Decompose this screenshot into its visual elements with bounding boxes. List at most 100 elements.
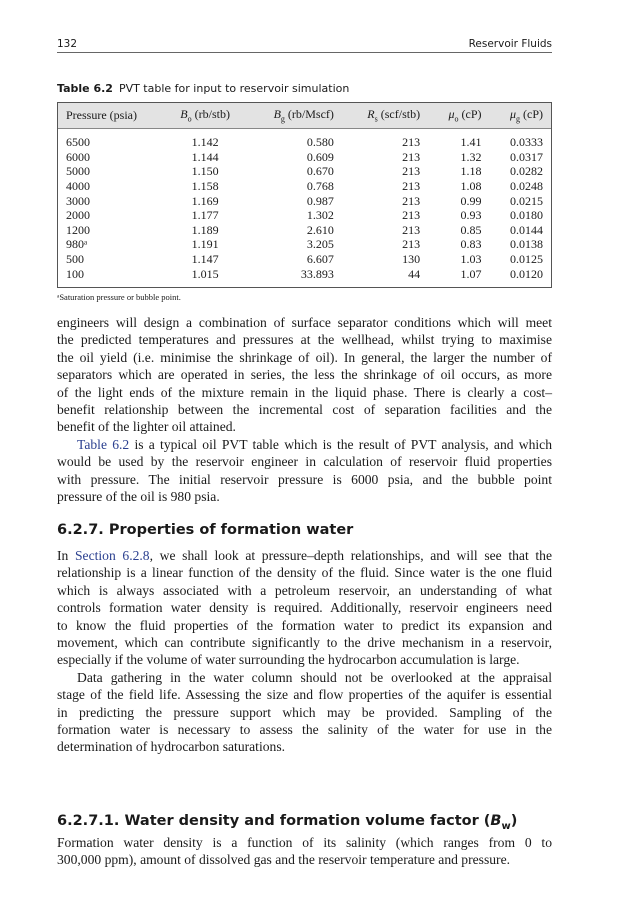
column-unit: (scf/stb)	[377, 107, 421, 122]
text-line: Formation water density is a function of…	[57, 834, 552, 851]
table-cell: 0.0138	[510, 237, 543, 252]
text-line: Data gathering in the water column shoul…	[57, 669, 552, 686]
heading-symbol: B	[490, 813, 502, 829]
table-cell: 0.0248	[510, 179, 543, 194]
line-text: Data gathering in the water column shoul…	[77, 669, 552, 685]
line-text: benefit of the lighter oil attained.	[57, 419, 236, 435]
column-header: Bg (rb/Mscf)	[246, 103, 342, 129]
table-cell: 33.893	[300, 266, 334, 281]
text-line: controls formation water density is requ…	[57, 599, 552, 616]
table-cell: 3.205	[306, 237, 334, 252]
table-cell: 213	[402, 193, 421, 208]
line-text: the predicted temperatures and pressures…	[57, 332, 552, 348]
table-cell: 1.015	[191, 266, 219, 281]
line-text: benefit relationship between the increme…	[57, 401, 552, 417]
table-cell: 130	[402, 252, 421, 267]
table-cell: 6500	[66, 135, 90, 150]
cross-reference-link[interactable]: Table 6.2	[77, 436, 130, 452]
table-cell: 0.580	[306, 135, 334, 150]
text-line: stage of the field life. Assessing the s…	[57, 686, 552, 703]
table-cell: 0.85	[460, 222, 482, 237]
text-line: In Section 6.2.8, we shall look at press…	[57, 547, 552, 564]
cross-reference-link[interactable]: Section 6.2.8	[74, 548, 150, 563]
table-cell: 0.0282	[510, 164, 543, 179]
table-cell: 1200	[66, 222, 90, 237]
table-cell: 0.609	[306, 149, 334, 164]
line-text: controls formation water density is requ…	[57, 600, 552, 616]
column-header: Rs (scf/stb)	[341, 103, 429, 129]
table-row: 100 1.015 33.893 44 1.07 0.0120	[58, 266, 551, 281]
text-line: the predicted temperatures and pressures…	[57, 331, 552, 348]
table-cell: 213	[402, 208, 421, 223]
table-label: Table 6.2	[57, 82, 113, 95]
table-cell: 1.147	[191, 252, 219, 267]
table-cell: 2.610	[306, 222, 334, 237]
table-cell: 1.41	[460, 135, 482, 150]
table-row: 980ᵃ 1.191 3.205 213 0.83 0.0138	[58, 237, 551, 252]
column-subscript: o	[454, 114, 459, 124]
table-row: 6000 1.144 0.609 213 1.32 0.0317	[58, 150, 551, 165]
column-unit: (rb/stb)	[191, 107, 230, 122]
column-header: μo (cP)	[428, 103, 490, 129]
column-symbol: μ	[448, 107, 455, 122]
table-header-row: Pressure (psia) Bo (rb/stb) Bg (rb/Mscf) Rs…	[58, 103, 551, 129]
paragraph: Data gathering in the water column shoul…	[57, 669, 552, 756]
text-line: engineers will design a combination of s…	[57, 314, 552, 331]
line-prefix: In	[57, 548, 75, 563]
table-cell: 1.142	[191, 135, 219, 150]
text-line: would be used by the reservoir engineer …	[57, 453, 552, 470]
column-symbol: Pressure (psia)	[66, 108, 137, 122]
heading-subscript: w	[501, 820, 511, 832]
table-cell: 0.987	[306, 193, 334, 208]
table-row: 1200 1.189 2.610 213 0.85 0.0144	[58, 223, 551, 238]
text-line: in predicting the pressure support which…	[57, 704, 552, 721]
table-cell: 500	[66, 252, 84, 267]
table-footnote: ᵃSaturation pressure or bubble point.	[57, 292, 181, 302]
table-cell: 0.0144	[510, 222, 543, 237]
table-cell: 0.83	[460, 237, 482, 252]
column-subscript: s	[374, 114, 378, 124]
heading-close: )	[510, 813, 518, 829]
line-text: of the light ends of the mixture remain …	[57, 384, 552, 400]
paragraph: Table 6.2 is a typical oil PVT table whi…	[57, 436, 552, 506]
table-cell: 213	[402, 237, 421, 252]
column-symbol: B	[273, 107, 281, 122]
text-line: relationship is a linear function of the…	[57, 564, 552, 581]
table-row: 2000 1.177 1.302 213 0.93 0.0180	[58, 208, 551, 223]
line-text: separators which are operated in series,…	[57, 367, 552, 383]
table-cell: 1.18	[460, 164, 482, 179]
table-cell: 3000	[66, 193, 90, 208]
line-text: Formation water density is a function of…	[57, 835, 552, 850]
text-line: movement, which can contribute significa…	[57, 634, 552, 651]
table-cell: 1.08	[460, 179, 482, 194]
column-symbol: B	[180, 107, 188, 122]
table-row: 500 1.147 6.607 130 1.03 0.0125	[58, 252, 551, 267]
table-row: 5000 1.150 0.670 213 1.18 0.0282	[58, 164, 551, 179]
text-line: separators which are operated in series,…	[57, 366, 552, 383]
line-text: which is always associated with a petrol…	[57, 582, 552, 598]
text-line: to know the fluid properties of the form…	[57, 617, 552, 634]
table-cell: 6000	[66, 149, 90, 164]
table-cell: 213	[402, 135, 421, 150]
table-cell: 213	[402, 164, 421, 179]
line-text: 300,000 ppm), amount of dissolved gas an…	[57, 852, 511, 868]
line-text: movement, which can contribute significa…	[57, 634, 552, 650]
paragraph: In Section 6.2.8, we shall look at press…	[57, 547, 552, 669]
table-cell: 0.93	[460, 208, 482, 223]
table-cell: 1.144	[191, 149, 219, 164]
table-cell: 0.0333	[510, 135, 543, 150]
column-subscript: o	[187, 114, 192, 124]
pvt-table: Pressure (psia) Bo (rb/stb) Bg (rb/Mscf) Rs…	[57, 102, 552, 288]
text-line: Table 6.2 is a typical oil PVT table whi…	[57, 436, 552, 453]
column-header: Bo (rb/stb)	[164, 103, 247, 129]
table-cell: 213	[402, 179, 421, 194]
table-cell: 1.169	[191, 193, 219, 208]
table-cell: 1.03	[460, 252, 482, 267]
paragraph: engineers will design a combination of s…	[57, 314, 552, 436]
text-line: determination of hydrocarbon saturations…	[57, 738, 552, 755]
table-cell: 213	[402, 149, 421, 164]
table-cell: 0.670	[306, 164, 334, 179]
table-cell: 1.158	[191, 179, 219, 194]
column-symbol: μ	[509, 107, 516, 122]
column-unit: (rb/Mscf)	[284, 107, 334, 122]
